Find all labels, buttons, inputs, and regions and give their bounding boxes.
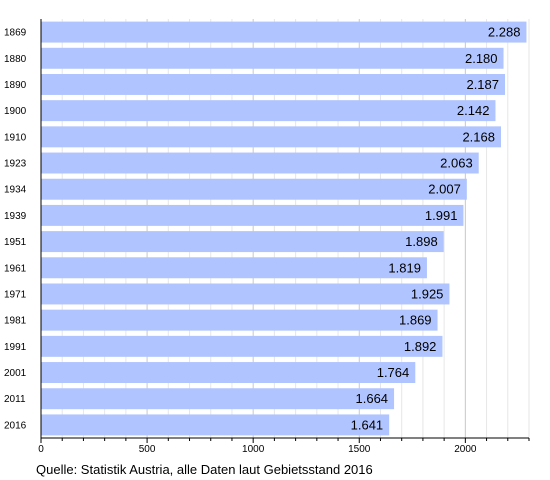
value-label-2011: 1.664 bbox=[356, 391, 389, 406]
x-tick-label-2000: 2000 bbox=[454, 444, 477, 455]
category-label-1880: 1880 bbox=[4, 54, 27, 65]
category-label-1939: 1939 bbox=[4, 211, 27, 222]
bar-1900 bbox=[41, 100, 496, 122]
x-tick-label-0: 0 bbox=[38, 444, 44, 455]
value-label-1981: 1.869 bbox=[399, 313, 432, 328]
category-label-1910: 1910 bbox=[4, 132, 27, 143]
bar-2011 bbox=[41, 388, 395, 410]
bar-1961 bbox=[41, 257, 427, 279]
value-label-1961: 1.819 bbox=[388, 260, 421, 275]
category-label-1981: 1981 bbox=[4, 316, 27, 327]
category-label-2001: 2001 bbox=[4, 368, 27, 379]
bar-1991 bbox=[41, 335, 443, 357]
source-note: Quelle: Statistik Austria, alle Daten la… bbox=[36, 462, 373, 477]
category-label-1951: 1951 bbox=[4, 237, 27, 248]
value-label-1869: 2.288 bbox=[488, 25, 521, 40]
category-label-1991: 1991 bbox=[4, 342, 27, 353]
bar-2016 bbox=[41, 414, 390, 436]
x-tick-label-500: 500 bbox=[139, 444, 156, 455]
labels: 1869 2.288 1880 2.180 1890 2.187 1900 2.142 1910… bbox=[4, 25, 520, 455]
value-label-1900: 2.142 bbox=[457, 103, 490, 118]
value-label-1991: 1.892 bbox=[404, 339, 437, 354]
bar-1971 bbox=[41, 283, 450, 305]
value-label-1910: 2.168 bbox=[462, 129, 495, 144]
value-label-1890: 2.187 bbox=[466, 77, 499, 92]
bar-1934 bbox=[41, 178, 467, 200]
bar-2001 bbox=[41, 362, 416, 384]
bar-1981 bbox=[41, 309, 438, 331]
value-label-2001: 1.764 bbox=[377, 365, 410, 380]
bar-1880 bbox=[41, 47, 504, 69]
category-label-2011: 2011 bbox=[4, 394, 26, 405]
bar-1923 bbox=[41, 152, 479, 174]
x-tick-label-1500: 1500 bbox=[348, 444, 371, 455]
value-label-1923: 2.063 bbox=[440, 156, 473, 171]
bar-1951 bbox=[41, 231, 444, 253]
bar-1910 bbox=[41, 126, 501, 148]
category-label-1890: 1890 bbox=[4, 80, 27, 91]
x-tick-label-1000: 1000 bbox=[242, 444, 265, 455]
bar-1890 bbox=[41, 73, 506, 95]
value-label-2016: 1.641 bbox=[351, 417, 384, 432]
category-label-1923: 1923 bbox=[4, 159, 27, 170]
value-label-1951: 1.898 bbox=[405, 234, 438, 249]
value-label-1934: 2.007 bbox=[428, 182, 461, 197]
category-label-1900: 1900 bbox=[4, 106, 27, 117]
category-label-1934: 1934 bbox=[4, 185, 27, 196]
value-label-1880: 2.180 bbox=[465, 51, 498, 66]
value-label-1971: 1.925 bbox=[411, 286, 444, 301]
category-label-1869: 1869 bbox=[4, 28, 27, 39]
axes bbox=[40, 19, 530, 443]
bar-1939 bbox=[41, 204, 464, 226]
category-label-2016: 2016 bbox=[4, 420, 27, 431]
category-label-1971: 1971 bbox=[4, 289, 27, 300]
value-label-1939: 1.991 bbox=[425, 208, 458, 223]
bars bbox=[41, 21, 527, 436]
bar-1869 bbox=[41, 21, 527, 43]
category-label-1961: 1961 bbox=[4, 263, 27, 274]
